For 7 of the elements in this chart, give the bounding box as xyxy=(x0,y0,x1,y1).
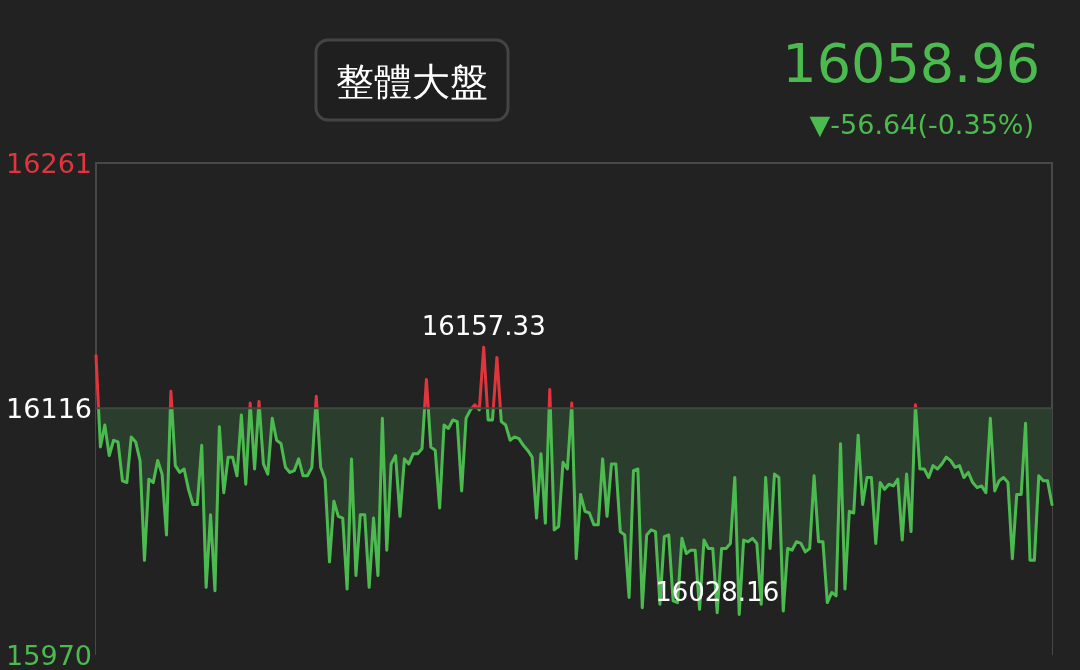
y-tick-label: 15970 xyxy=(6,639,92,670)
annotation: 16157.33 xyxy=(421,311,546,342)
y-tick-label: 16261 xyxy=(6,147,92,179)
y-tick-label: 16116 xyxy=(6,392,92,424)
text: ▼-56.64(-0.35%) xyxy=(809,109,1034,140)
chart-title: 整體大盤 xyxy=(336,60,488,104)
chart-subtitle: 16058.96 xyxy=(782,32,1040,95)
